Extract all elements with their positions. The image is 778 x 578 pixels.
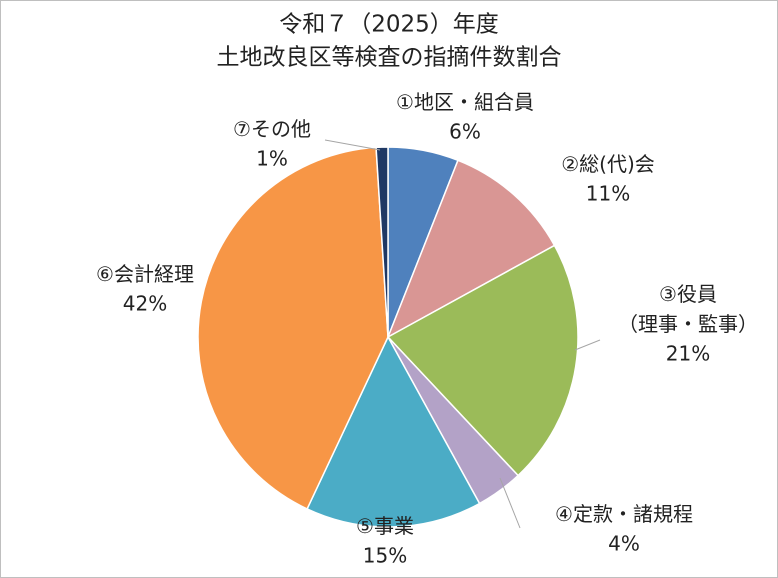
pie-slice bbox=[197, 146, 389, 510]
chart-title: 令和７（2025）年度 bbox=[279, 12, 499, 38]
category-label: ②総(代)会 bbox=[561, 152, 655, 176]
text-line: ⑤事業 bbox=[356, 514, 414, 538]
pie-slice bbox=[386, 159, 556, 339]
text-line: ②総(代)会 bbox=[561, 152, 655, 176]
text-line: ①地区・組合員 bbox=[396, 90, 534, 114]
category-label: ④定款・諸規程 bbox=[555, 502, 693, 526]
value-label: 42% bbox=[123, 292, 167, 316]
value-label: 6% bbox=[449, 120, 481, 144]
value-label: 21% bbox=[666, 342, 710, 366]
category-label: ⑥会計経理 bbox=[96, 262, 194, 286]
text-line: ⑥会計経理 bbox=[96, 262, 194, 286]
category-label: ⑦その他 bbox=[233, 117, 311, 141]
pie-slice bbox=[375, 146, 389, 338]
category-label: ⑤事業 bbox=[356, 514, 414, 538]
pie-slice bbox=[306, 335, 481, 528]
category-label: ①地区・組合員 bbox=[396, 90, 534, 114]
text-line: ③役員 bbox=[659, 282, 717, 306]
chart-title: 土地改良区等検査の指摘件数割合 bbox=[217, 45, 562, 71]
value-label: 15% bbox=[363, 544, 407, 568]
pie-slice bbox=[386, 244, 579, 477]
value-label: 1% bbox=[256, 147, 288, 171]
leader-line bbox=[499, 477, 521, 529]
text-line: （理事・監事） bbox=[618, 312, 758, 336]
text-line: ④定款・諸規程 bbox=[555, 502, 693, 526]
text-line: ⑦その他 bbox=[233, 117, 311, 141]
leader-line bbox=[324, 139, 381, 151]
leader-line bbox=[574, 339, 601, 351]
value-label: 4% bbox=[608, 532, 640, 556]
category-label: ③役員 （理事・監事） bbox=[618, 282, 758, 336]
value-label: 11% bbox=[586, 182, 630, 206]
